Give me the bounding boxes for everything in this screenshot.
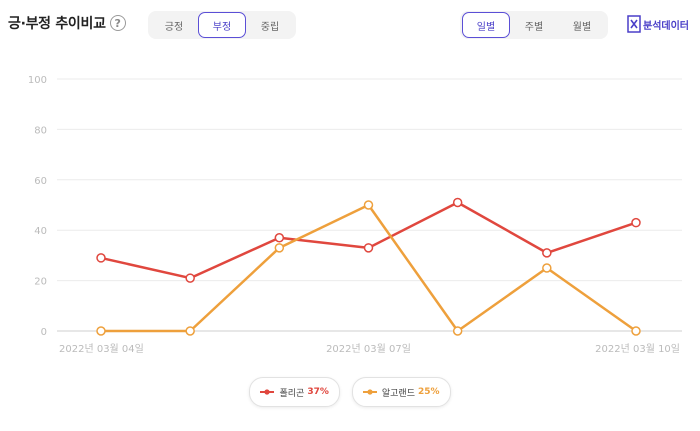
data-point — [274, 243, 285, 253]
line-chart: 0 20 40 60 80 100 2022년 03월 04일 2022년 03월 07일 20… — [28, 75, 682, 355]
y-tick-label: 40 — [34, 226, 47, 237]
legend-label: 알고랜드 — [381, 388, 415, 399]
series-line-1 — [100, 201, 637, 280]
legend-swatch-series-1 — [260, 389, 275, 395]
data-point — [631, 217, 641, 228]
analysis-data-label: 분석데이터 — [643, 20, 689, 32]
x-tick-label: 2022년 03월 10일 — [595, 343, 680, 355]
data-point — [452, 197, 463, 208]
y-tick-label: 60 — [34, 176, 47, 187]
tab-weekly[interactable]: 주별 — [524, 21, 544, 33]
tab-neutral[interactable]: 중립 — [260, 21, 280, 33]
legend-swatch-series-2 — [362, 389, 377, 395]
data-point — [363, 200, 374, 210]
period-toggle: 일별 주별 월별 — [460, 11, 608, 39]
tab-daily[interactable]: 일별 — [462, 12, 510, 38]
data-point — [542, 263, 552, 273]
data-point — [96, 326, 106, 336]
data-point — [542, 248, 552, 258]
data-point — [185, 326, 195, 336]
y-tick-label: 80 — [34, 125, 47, 136]
data-point — [274, 233, 285, 243]
y-tick-label: 100 — [28, 75, 47, 86]
data-point — [185, 273, 195, 283]
tab-monthly[interactable]: 월별 — [572, 21, 592, 33]
page-title: 긍·부정 추이비교 — [8, 16, 106, 32]
chart-legend: 폴리곤 37% 알고랜드 25% — [0, 377, 700, 407]
help-icon[interactable]: ? — [109, 15, 126, 31]
data-point — [631, 326, 641, 336]
x-tick-label: 2022년 03월 07일 — [326, 343, 411, 355]
chart-header: 긍·부정 추이비교 ? — [8, 13, 126, 33]
data-point — [452, 326, 463, 336]
series-line-2 — [101, 203, 637, 333]
legend-percent: 25% — [417, 387, 440, 397]
legend-item-series-1[interactable]: 폴리곤 37% — [249, 377, 340, 407]
y-tick-label: 0 — [41, 327, 47, 338]
excel-icon — [627, 15, 641, 33]
data-point — [96, 253, 106, 263]
analysis-data-button[interactable]: 분석데이터 — [627, 15, 689, 33]
tab-negative[interactable]: 부정 — [198, 12, 246, 38]
legend-label: 폴리곤 — [279, 388, 305, 399]
x-tick-label: 2022년 03월 04일 — [59, 343, 144, 355]
legend-percent: 37% — [307, 387, 329, 397]
y-tick-label: 20 — [34, 277, 47, 288]
sentiment-toggle: 긍정 부정 중립 — [148, 11, 296, 39]
tab-positive[interactable]: 긍정 — [164, 21, 184, 33]
data-point — [363, 243, 374, 253]
legend-item-series-2[interactable]: 알고랜드 25% — [351, 377, 451, 407]
